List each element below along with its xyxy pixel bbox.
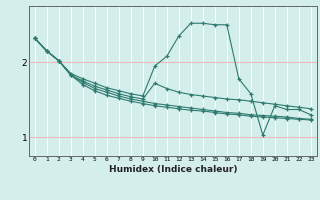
X-axis label: Humidex (Indice chaleur): Humidex (Indice chaleur) [108,165,237,174]
